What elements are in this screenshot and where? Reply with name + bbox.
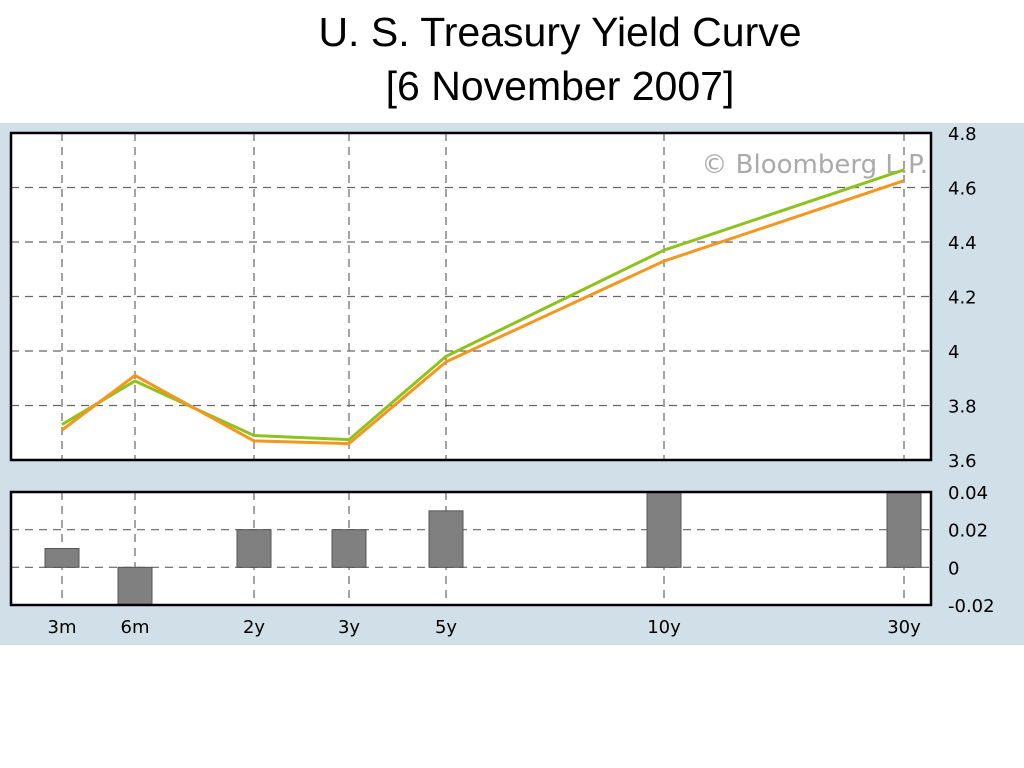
bar-plot-area (11, 492, 931, 605)
y-tick-label: 0.04 (948, 483, 988, 504)
line-plot-area (11, 133, 931, 460)
x-tick-label: 3y (338, 617, 360, 638)
spread-bar-5y (428, 510, 464, 568)
y-tick-label: 4.8 (948, 124, 977, 145)
bar-plot-border (9, 490, 933, 607)
spread-bar-2y (236, 529, 272, 568)
y-tick-label: 3.8 (948, 397, 977, 418)
bloomberg-watermark: © Bloomberg L.P. (701, 150, 928, 180)
x-tick-label: 3m (48, 617, 77, 638)
x-tick-label: 6m (121, 617, 150, 638)
spread-bar-3m (44, 548, 80, 568)
chart-subtitle-date: [6 November 2007] (385, 63, 735, 109)
y-tick-label: 0.02 (948, 521, 988, 542)
y-tick-label: 4 (948, 342, 959, 363)
y-tick-label: 4.4 (948, 233, 977, 254)
x-tick-label: 10y (647, 617, 681, 638)
spread-bar-10y (646, 491, 682, 568)
y-tick-label: -0.02 (948, 596, 995, 617)
y-tick-label: 4.6 (948, 179, 977, 200)
line-plot-border (9, 131, 933, 462)
x-tick-label: 5y (435, 617, 457, 638)
chart-title: U. S. Treasury Yield Curve (318, 9, 802, 55)
spread-bar-3y (331, 529, 367, 568)
spread-bar-30y (886, 491, 922, 568)
yield-series-line-2 (61, 179, 905, 446)
yield-series-line-1 (61, 168, 905, 442)
spread-bar-6m (117, 566, 153, 606)
y-tick-label: 0 (948, 558, 959, 579)
x-tick-label: 2y (243, 617, 265, 638)
y-tick-label: 4.2 (948, 288, 977, 309)
x-tick-label: 30y (887, 617, 921, 638)
y-tick-label: 3.6 (948, 451, 977, 472)
